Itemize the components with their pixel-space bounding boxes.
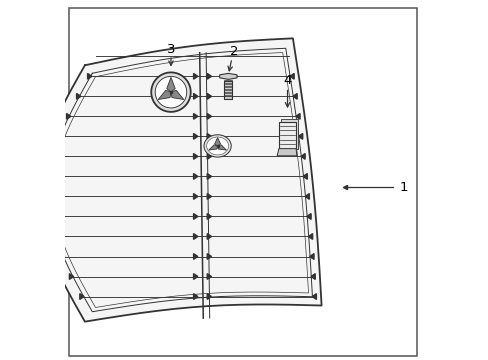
Bar — [224, 90, 232, 92]
Bar — [224, 93, 232, 95]
Polygon shape — [207, 274, 211, 279]
Polygon shape — [193, 254, 198, 259]
Polygon shape — [166, 77, 175, 92]
Polygon shape — [207, 234, 211, 239]
Text: 4: 4 — [283, 74, 291, 87]
Polygon shape — [47, 194, 52, 199]
Text: 2: 2 — [230, 45, 238, 58]
Polygon shape — [292, 94, 297, 99]
Polygon shape — [207, 153, 211, 159]
Polygon shape — [305, 194, 309, 199]
Polygon shape — [277, 149, 296, 156]
Polygon shape — [306, 213, 310, 219]
Polygon shape — [308, 234, 312, 239]
Polygon shape — [207, 213, 211, 219]
Bar — [224, 87, 232, 89]
Text: 3: 3 — [166, 42, 175, 55]
Polygon shape — [54, 234, 58, 239]
Polygon shape — [208, 145, 217, 150]
Polygon shape — [207, 174, 211, 179]
Polygon shape — [207, 94, 211, 99]
Polygon shape — [158, 90, 171, 99]
Polygon shape — [203, 135, 231, 157]
Bar — [224, 81, 232, 83]
Polygon shape — [193, 134, 198, 139]
Polygon shape — [77, 94, 81, 99]
Polygon shape — [80, 294, 84, 300]
Polygon shape — [207, 113, 211, 119]
Polygon shape — [171, 90, 183, 99]
Polygon shape — [66, 113, 71, 119]
Polygon shape — [310, 274, 315, 279]
FancyBboxPatch shape — [278, 122, 296, 149]
Polygon shape — [311, 294, 316, 300]
Bar — [224, 96, 232, 99]
Polygon shape — [87, 73, 92, 79]
Polygon shape — [207, 73, 211, 79]
Polygon shape — [48, 174, 53, 179]
Polygon shape — [52, 153, 56, 159]
Polygon shape — [193, 294, 198, 300]
Polygon shape — [214, 138, 220, 146]
Polygon shape — [69, 274, 74, 279]
Polygon shape — [193, 234, 198, 239]
Polygon shape — [193, 153, 198, 159]
Polygon shape — [289, 73, 294, 79]
Polygon shape — [155, 76, 186, 108]
Polygon shape — [193, 94, 198, 99]
Polygon shape — [193, 113, 198, 119]
Polygon shape — [193, 73, 198, 79]
Polygon shape — [49, 213, 53, 219]
Text: 1: 1 — [399, 181, 407, 194]
Bar — [224, 84, 232, 86]
Polygon shape — [303, 174, 307, 179]
Polygon shape — [207, 254, 211, 259]
Polygon shape — [193, 213, 198, 219]
Polygon shape — [207, 294, 211, 300]
Polygon shape — [207, 134, 211, 139]
Polygon shape — [206, 137, 228, 155]
Polygon shape — [309, 254, 313, 259]
FancyBboxPatch shape — [281, 119, 298, 149]
Polygon shape — [295, 113, 300, 119]
Polygon shape — [61, 254, 65, 259]
Polygon shape — [300, 153, 305, 159]
Polygon shape — [219, 73, 237, 79]
Polygon shape — [151, 72, 190, 112]
Polygon shape — [193, 174, 198, 179]
Polygon shape — [217, 145, 226, 150]
Polygon shape — [193, 274, 198, 279]
Bar — [224, 81, 232, 99]
Polygon shape — [58, 134, 62, 139]
Polygon shape — [193, 194, 198, 199]
Polygon shape — [298, 134, 302, 139]
Polygon shape — [38, 39, 321, 321]
Polygon shape — [207, 194, 211, 199]
